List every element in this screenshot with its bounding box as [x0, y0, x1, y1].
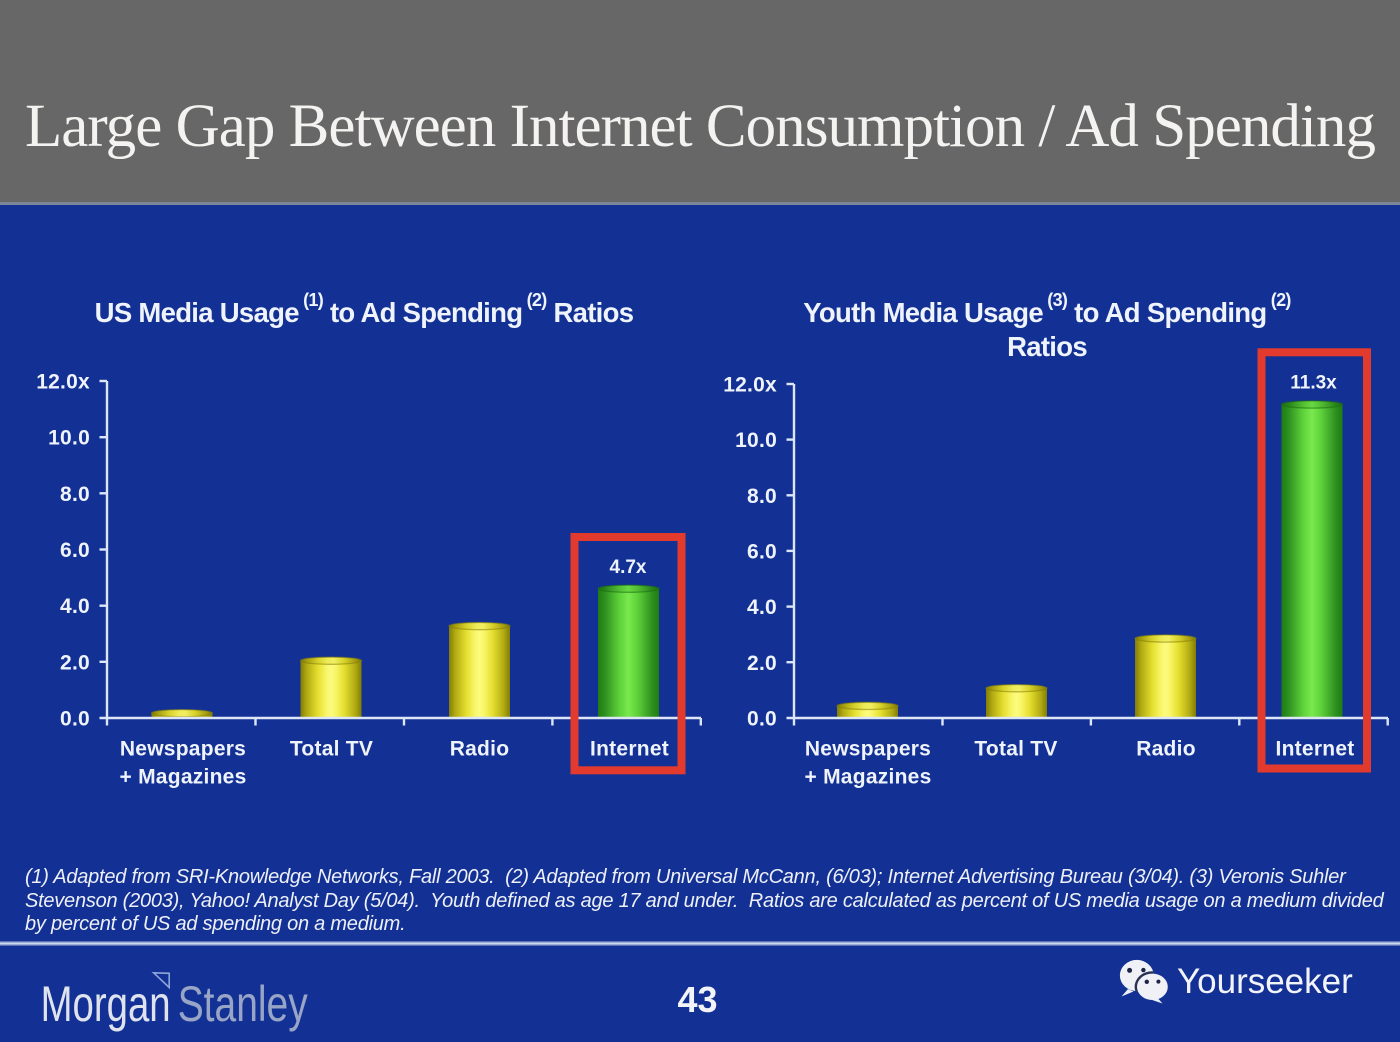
svg-text:Stanley: Stanley: [178, 976, 308, 1032]
svg-text:10.0: 10.0: [735, 429, 777, 452]
svg-text:Radio: Radio: [450, 738, 510, 761]
svg-text:Yourseeker: Yourseeker: [1177, 962, 1353, 1001]
svg-text:43: 43: [677, 979, 717, 1020]
svg-text:Radio: Radio: [1136, 738, 1196, 761]
svg-text:4.0: 4.0: [747, 596, 777, 619]
svg-text:Newspapers: Newspapers: [805, 738, 931, 761]
svg-text:+ Magazines: + Magazines: [119, 766, 246, 789]
svg-text:+ Magazines: + Magazines: [804, 766, 931, 789]
svg-text:6.0: 6.0: [60, 539, 90, 562]
svg-text:4.7x: 4.7x: [610, 557, 647, 578]
svg-text:11.3x: 11.3x: [1290, 372, 1337, 393]
svg-text:12.0x: 12.0x: [36, 371, 90, 394]
svg-text:0.0: 0.0: [747, 707, 777, 730]
svg-text:2.0: 2.0: [747, 652, 777, 675]
svg-text:Newspapers: Newspapers: [120, 738, 246, 761]
svg-text:8.0: 8.0: [747, 485, 777, 508]
svg-text:4.0: 4.0: [60, 595, 90, 618]
svg-text:Internet: Internet: [590, 738, 669, 761]
svg-text:2.0: 2.0: [60, 651, 90, 674]
svg-text:Morgan: Morgan: [41, 976, 171, 1032]
svg-text:Total TV: Total TV: [290, 738, 373, 761]
svg-text:Total TV: Total TV: [974, 738, 1057, 761]
svg-text:6.0: 6.0: [747, 541, 777, 564]
svg-text:US Media Usage (1) to Ad Spend: US Media Usage (1) to Ad Spending (2) Ra…: [95, 290, 634, 328]
svg-text:12.0x: 12.0x: [723, 374, 777, 397]
svg-text:10.0: 10.0: [48, 427, 90, 450]
svg-text:0.0: 0.0: [60, 708, 90, 731]
svg-text:Internet: Internet: [1275, 738, 1354, 761]
svg-text:8.0: 8.0: [60, 483, 90, 506]
svg-text:Youth Media Usage (3) to Ad Sp: Youth Media Usage (3) to Ad Spending (2): [803, 290, 1291, 328]
svg-text:Ratios: Ratios: [1007, 331, 1087, 362]
